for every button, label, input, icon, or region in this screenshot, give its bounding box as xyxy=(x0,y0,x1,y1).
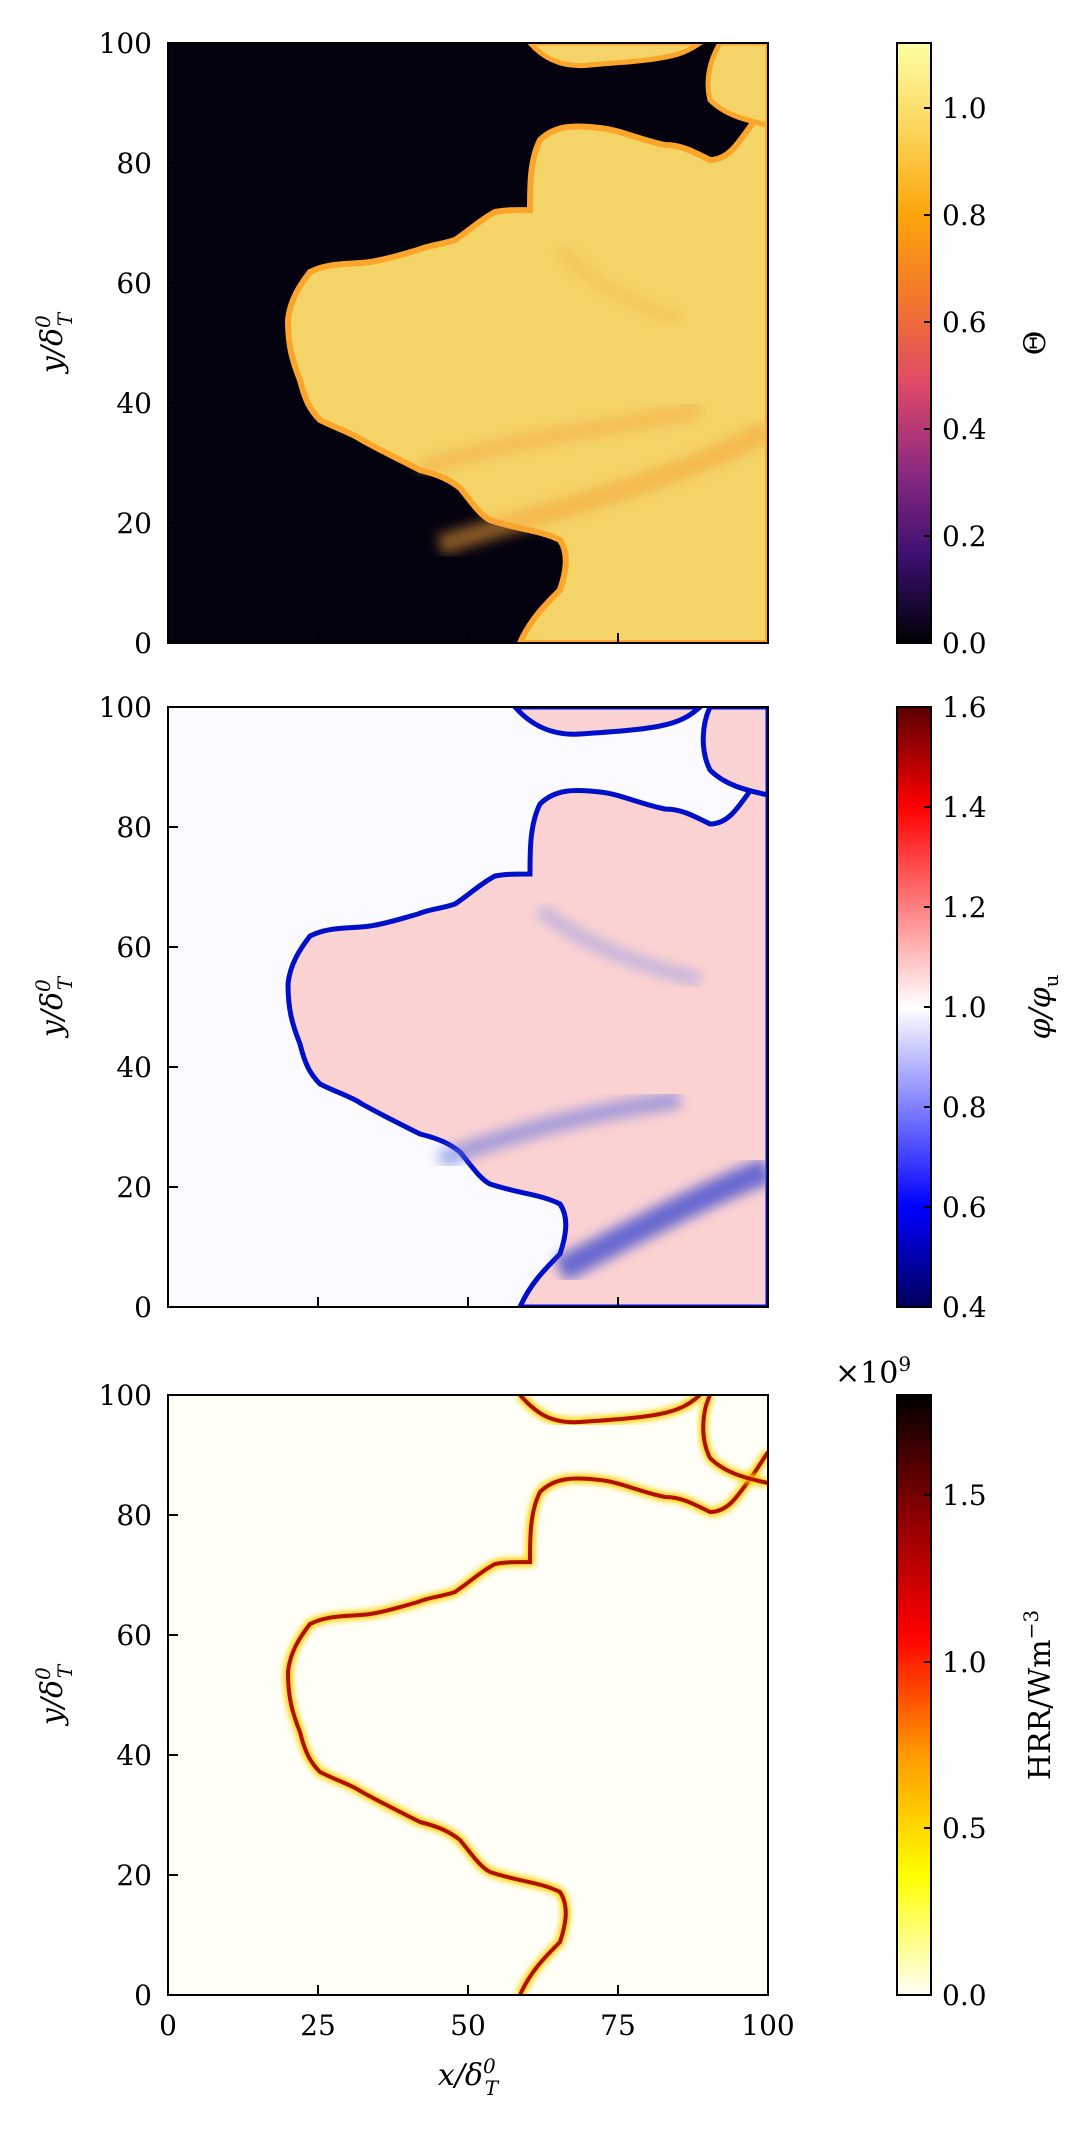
phi-ytick-20: 20 xyxy=(116,1171,152,1204)
theta-inner-streak-3 xyxy=(555,245,682,326)
hrr-cb-tick-1: 0.5 xyxy=(942,1812,987,1845)
phi-y-tick-labels: 0 20 40 60 80 100 xyxy=(99,691,152,1324)
phi-ylabel: y/δ0T xyxy=(31,975,77,1039)
theta-inner-streak-2 xyxy=(417,402,702,478)
theta-x-ticks xyxy=(317,633,619,643)
phi-cb-tick-4: 1.2 xyxy=(942,891,987,924)
phi-y-ticks xyxy=(168,706,178,1308)
hrr-y-ticks xyxy=(168,1394,178,1996)
theta-colorbar-ticks xyxy=(924,107,931,644)
hrr-top-front xyxy=(518,1395,702,1425)
hrr-xtick-0: 0 xyxy=(159,2009,177,2042)
phi-colorbar-label: φ/φu xyxy=(1023,974,1063,1039)
phi-ytick-40: 40 xyxy=(116,1051,152,1084)
phi-x-ticks xyxy=(317,1297,619,1307)
hrr-flame-front xyxy=(285,1450,768,1995)
hrr-colorbar xyxy=(896,1394,932,1996)
theta-ytick-60: 60 xyxy=(116,267,152,300)
phi-cb-tick-5: 1.4 xyxy=(942,791,987,824)
theta-cb-tick-0: 0.0 xyxy=(942,627,987,660)
hrr-x-ticks xyxy=(167,1985,769,1995)
phi-cb-tick-0: 0.4 xyxy=(942,1291,987,1324)
hrr-cb-tick-3: 1.5 xyxy=(942,1479,987,1512)
panel-theta: 0 20 40 60 80 100 y/δ0T 0.0 0.2 0.4 0.6 … xyxy=(31,27,1053,660)
hrr-topright-front xyxy=(701,1395,768,1485)
hrr-ytick-100: 100 xyxy=(99,1379,152,1412)
phi-topright-fragment xyxy=(700,707,768,798)
phi-colorbar-ticks xyxy=(924,706,931,1308)
phi-ytick-80: 80 xyxy=(116,811,152,844)
phi-ytick-60: 60 xyxy=(116,931,152,964)
hrr-colorbar-ticks xyxy=(924,1494,931,1996)
theta-field xyxy=(284,43,768,643)
phi-cb-tick-1: 0.6 xyxy=(942,1191,987,1224)
theta-cb-tick-2: 0.4 xyxy=(942,413,987,446)
hrr-xtick-50: 50 xyxy=(450,2009,486,2042)
hrr-ytick-0: 0 xyxy=(134,1979,152,2012)
panel-hrr: 0 20 40 60 80 100 0 25 50 75 100 y/δ0T x… xyxy=(31,1352,1058,2100)
theta-ytick-100: 100 xyxy=(99,27,152,60)
theta-ytick-20: 20 xyxy=(116,507,152,540)
hrr-ytick-60: 60 xyxy=(116,1619,152,1652)
hrr-ytick-40: 40 xyxy=(116,1739,152,1772)
hrr-field xyxy=(283,1395,768,1995)
theta-y-tick-labels: 0 20 40 60 80 100 xyxy=(99,27,152,660)
phi-cb-tick-6: 1.6 xyxy=(942,691,987,724)
hrr-ylabel: y/δ0T xyxy=(31,1663,77,1727)
hrr-cb-tick-0: 0.0 xyxy=(942,1979,987,2012)
phi-cb-tick-3: 1.0 xyxy=(942,991,987,1024)
theta-top-fragment xyxy=(526,43,705,69)
panel-phi: 0 20 40 60 80 100 y/δ0T 0.4 0.6 0.8 1.0 … xyxy=(31,691,1063,1324)
theta-ytick-40: 40 xyxy=(116,387,152,420)
theta-topright-fragment xyxy=(705,43,768,128)
theta-cb-tick-5: 1.0 xyxy=(942,92,987,125)
hrr-xtick-25: 25 xyxy=(300,2009,336,2042)
theta-colorbar xyxy=(896,42,932,644)
phi-colorbar-labels: 0.4 0.6 0.8 1.0 1.2 1.4 1.6 xyxy=(942,691,987,1324)
hrr-xtick-75: 75 xyxy=(600,2009,636,2042)
hrr-colorbar-multiplier: ×109 xyxy=(835,1352,911,1391)
hrr-x-tick-labels: 0 25 50 75 100 xyxy=(159,2009,795,2042)
hrr-background xyxy=(168,1395,768,1995)
hrr-xlabel: x/δ0 T xyxy=(438,2054,500,2100)
phi-lean-streak-2 xyxy=(436,1091,682,1169)
theta-y-ticks xyxy=(168,42,178,644)
phi-lean-streak-1 xyxy=(554,1157,768,1282)
hrr-y-tick-labels: 0 20 40 60 80 100 xyxy=(99,1379,152,2012)
theta-cb-tick-3: 0.6 xyxy=(942,306,987,339)
hrr-ytick-20: 20 xyxy=(116,1859,152,1892)
hrr-cb-tick-2: 1.0 xyxy=(942,1646,987,1679)
phi-cb-tick-2: 0.8 xyxy=(942,1091,987,1124)
hrr-xtick-100: 100 xyxy=(741,2009,794,2042)
theta-colorbar-labels: 0.0 0.2 0.4 0.6 0.8 1.0 xyxy=(942,92,987,660)
theta-ytick-0: 0 xyxy=(134,627,152,660)
phi-burnt-region xyxy=(285,759,768,1307)
phi-top-fragment xyxy=(511,707,704,737)
phi-ytick-100: 100 xyxy=(99,691,152,724)
hrr-ytick-80: 80 xyxy=(116,1499,152,1532)
theta-colorbar-label: Θ xyxy=(1018,331,1053,356)
phi-field xyxy=(285,707,768,1307)
theta-ylabel: y/δ0T xyxy=(31,311,77,375)
hrr-colorbar-labels: 0.0 0.5 1.0 1.5 xyxy=(942,1479,987,2012)
theta-cb-tick-4: 0.8 xyxy=(942,199,987,232)
phi-ytick-0: 0 xyxy=(134,1291,152,1324)
phi-lean-streak-3 xyxy=(535,904,702,987)
theta-ytick-80: 80 xyxy=(116,147,152,180)
hrr-colorbar-label: HRR/Wm−3 xyxy=(1019,1610,1058,1780)
theta-inner-streak xyxy=(437,421,768,555)
theta-cb-tick-1: 0.2 xyxy=(942,520,987,553)
